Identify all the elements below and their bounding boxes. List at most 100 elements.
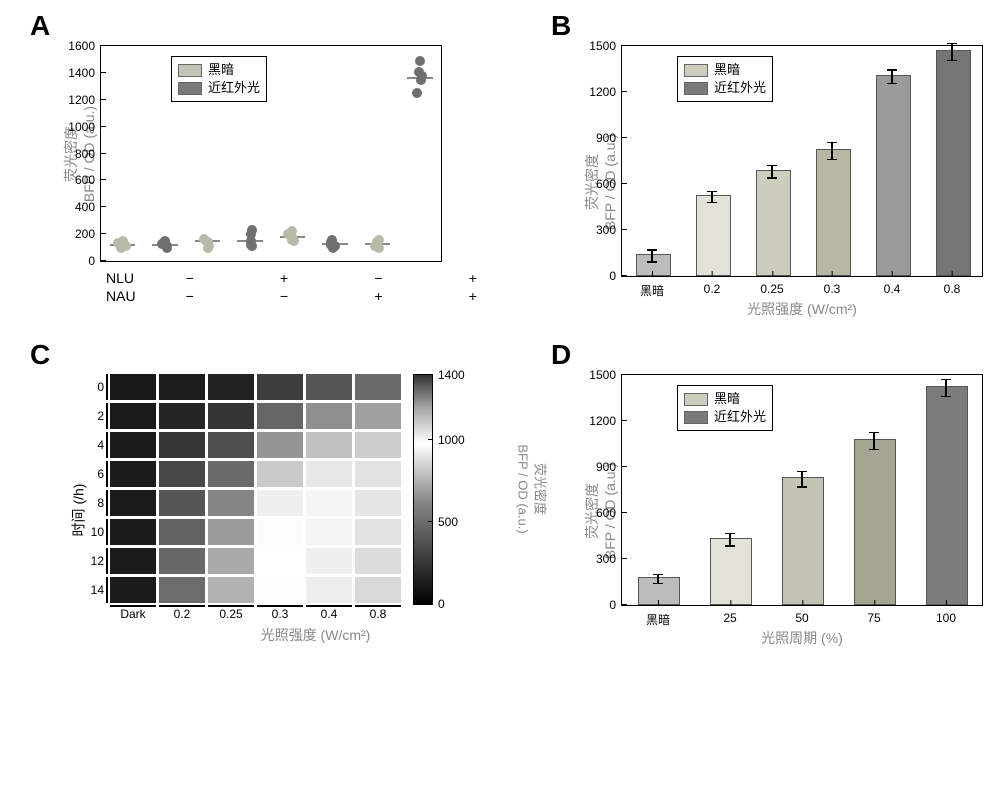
scatter-point [203, 243, 213, 253]
panel-d-label: D [551, 339, 571, 371]
panel-c-xlabel: 光照强度 (W/cm²) [110, 625, 521, 645]
error-cap [941, 396, 951, 398]
heatmap-cell [306, 432, 352, 458]
condition-value: − [144, 270, 236, 286]
heatmap-cell [257, 461, 303, 487]
heatmap-left-axis [106, 374, 108, 603]
bar [936, 50, 971, 276]
heatmap-cell [306, 461, 352, 487]
heatmap-cell [306, 577, 352, 603]
panel-a: A 荧光密度 BFP / OD (a.u.) 02004006008001000… [20, 20, 521, 319]
error-bar [945, 380, 947, 397]
error-cap [797, 486, 807, 488]
ytick: 1200 [589, 85, 622, 99]
legend: 黑暗近红外光 [171, 56, 267, 102]
heatmap-bottom-axis [110, 605, 401, 607]
scatter-point [247, 225, 257, 235]
heatmap-cell [355, 548, 401, 574]
colorbar-tick: 0 [432, 597, 445, 611]
heatmap-cell [110, 519, 156, 545]
bar [854, 439, 896, 605]
heatmap-cell [208, 548, 254, 574]
colorbar-tick: 500 [432, 515, 458, 529]
error-cap [941, 379, 951, 381]
legend-item: 黑暗 [178, 61, 260, 79]
xtick: 25 [723, 605, 736, 625]
ytick: 800 [75, 147, 101, 161]
panel-a-plot: 荧光密度 BFP / OD (a.u.) 0200400600800100012… [100, 45, 521, 262]
heatmap-row-label: 8 [97, 496, 110, 510]
xtick: 0.2 [704, 276, 721, 296]
condition-value: + [238, 270, 330, 286]
colorbar-tick: 1400 [432, 368, 465, 382]
panel-c-grid [110, 374, 521, 603]
xtick: 0.4 [884, 276, 901, 296]
panel-b-axes: 030060090012001500黑暗0.20.250.30.40.8黑暗近红… [621, 45, 983, 277]
heatmap-row-label: 6 [97, 467, 110, 481]
heatmap-cell [110, 548, 156, 574]
heatmap-cell [257, 403, 303, 429]
error-bar [651, 250, 653, 262]
scatter-point [328, 243, 338, 253]
legend-label: 近红外光 [208, 79, 260, 97]
error-cap [827, 142, 837, 144]
ytick: 600 [596, 177, 622, 191]
heatmap-cell [355, 403, 401, 429]
colorbar: 050010001400 [413, 374, 433, 605]
heatmap-cell [355, 519, 401, 545]
heatmap-cell [159, 432, 205, 458]
bar [926, 386, 968, 605]
legend-label: 黑暗 [714, 390, 740, 408]
error-cap [797, 471, 807, 473]
bar [710, 538, 752, 605]
heatmap-cell [355, 374, 401, 400]
error-cap [725, 545, 735, 547]
bar [816, 149, 851, 276]
heatmap-cell [159, 548, 205, 574]
legend-swatch [178, 82, 202, 95]
heatmap-cell [208, 432, 254, 458]
condition-value: − [144, 288, 236, 304]
bar [782, 477, 824, 605]
legend-item: 近红外光 [684, 408, 766, 426]
legend-swatch [684, 82, 708, 95]
heatmap-cell [208, 490, 254, 516]
error-cap [869, 449, 879, 451]
xtick: 0.3 [824, 276, 841, 296]
condition-value: − [238, 288, 330, 304]
heatmap-cell [110, 374, 156, 400]
legend: 黑暗近红外光 [677, 385, 773, 431]
condition-row: NAU−−++ [102, 288, 519, 304]
heatmap-cell [110, 577, 156, 603]
panel-a-conditions: NLU−+−+NAU−−++ [100, 268, 521, 306]
ytick: 1200 [68, 93, 101, 107]
error-cap [647, 249, 657, 251]
error-cap [707, 191, 717, 193]
legend-item: 黑暗 [684, 390, 766, 408]
scatter-point [113, 238, 123, 248]
xtick: 50 [795, 605, 808, 625]
heatmap-cell [159, 490, 205, 516]
ytick: 1000 [68, 120, 101, 134]
ytick: 1200 [589, 414, 622, 428]
error-cap [887, 69, 897, 71]
ytick: 400 [75, 200, 101, 214]
heatmap-cell [159, 577, 205, 603]
error-cap [653, 583, 663, 585]
legend-swatch [178, 64, 202, 77]
legend-swatch [684, 393, 708, 406]
heatmap-cell [257, 374, 303, 400]
heatmap-cell [306, 374, 352, 400]
heatmap-cell [159, 519, 205, 545]
error-cap [725, 533, 735, 535]
heatmap-cell [110, 403, 156, 429]
error-bar [729, 534, 731, 546]
heatmap-cell [110, 432, 156, 458]
error-bar [801, 472, 803, 487]
bar [636, 254, 671, 276]
panel-b-plot: 荧光密度 BFP / OD (a.u.) 030060090012001500黑… [621, 45, 983, 319]
panel-c-ylabel: 时间 (/h) [68, 483, 88, 536]
panel-d-axes: 030060090012001500黑暗255075100黑暗近红外光 [621, 374, 983, 606]
heatmap-cell [159, 461, 205, 487]
heatmap-cell [257, 519, 303, 545]
